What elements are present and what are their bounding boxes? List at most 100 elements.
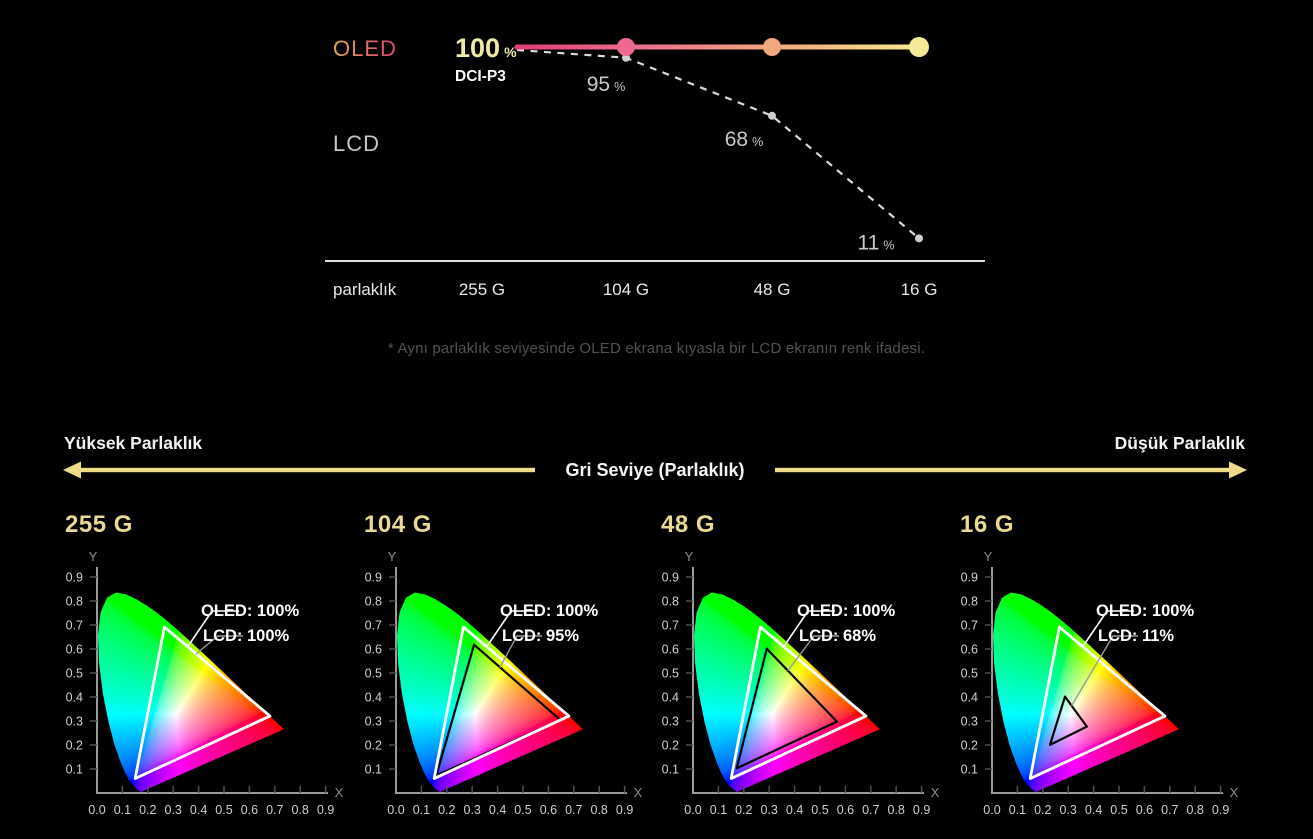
x-axis-letter: X: [634, 785, 643, 800]
y-tick-label: 0.7: [662, 619, 679, 633]
lcd-leader-line: [1070, 635, 1138, 707]
x-tick-label: 0.6: [1136, 803, 1153, 817]
oled-leader-line: [782, 610, 835, 648]
oled-annotation: OLED: 100%: [1096, 602, 1195, 620]
y-tick-label: 0.5: [961, 667, 978, 681]
x-tick-label: 0.9: [317, 803, 334, 817]
oled-annotation: OLED: 100%: [500, 602, 599, 620]
oled-data-point: [763, 38, 781, 56]
y-tick-label: 0.2: [662, 739, 679, 753]
oled-leader-line: [186, 610, 239, 648]
x-axis-letter: X: [931, 785, 940, 800]
lcd-annotation: LCD: 68%: [799, 627, 877, 645]
chart-title: 16 G: [960, 511, 1015, 538]
y-axis-letter: Y: [984, 549, 993, 564]
y-axis-letter: Y: [388, 549, 397, 564]
y-tick-label: 0.9: [365, 571, 382, 585]
x-tick-label: 0.3: [761, 803, 778, 817]
y-tick-label: 0.7: [365, 619, 382, 633]
x-tick-label: 0.9: [1212, 803, 1229, 817]
x-tick-label: 0.7: [266, 803, 283, 817]
y-tick-label: 0.3: [365, 715, 382, 729]
gray-level-tick-label: 16 G: [901, 280, 938, 299]
x-tick-label: 0.4: [1085, 803, 1102, 817]
lcd-annotation: LCD: 100%: [203, 627, 290, 645]
lcd-value-label: 95%: [587, 73, 625, 96]
y-tick-label: 0.6: [662, 643, 679, 657]
x-tick-label: 0.4: [190, 803, 207, 817]
gray-level-axis-band: Yüksek Parlaklık Düşük Parlaklık Gri Sev…: [0, 425, 1313, 487]
y-axis-letter: Y: [685, 549, 694, 564]
y-tick-label: 0.4: [662, 691, 679, 705]
x-tick-label: 0.9: [913, 803, 930, 817]
high-brightness-label: Yüksek Parlaklık: [64, 433, 203, 453]
cie-chart-48g: 48 G 0.0 0.1 0.2 0.3 0.4 0.5 0.6 0.7 0.8 0.9 0.1 0.…: [648, 505, 948, 835]
oled-annotation: OLED: 100%: [797, 602, 896, 620]
y-tick-label: 0.8: [365, 595, 382, 609]
x-tick-label: 0.5: [215, 803, 232, 817]
x-tick-label: 0.2: [438, 803, 455, 817]
chart-title: 104 G: [364, 511, 432, 538]
cie-chart-16g: 16 G 0.0 0.1 0.2 0.3 0.4 0.5 0.6 0.7 0.8 0.9 0.1 0.…: [947, 505, 1247, 835]
x-tick-label: 0.2: [735, 803, 752, 817]
oled-leader-line: [1081, 610, 1134, 648]
y-tick-label: 0.3: [662, 715, 679, 729]
y-tick-label: 0.5: [662, 667, 679, 681]
gray-level-label: Gri Seviye (Parlaklık): [565, 460, 745, 480]
x-tick-label: 0.3: [165, 803, 182, 817]
y-tick-label: 0.6: [66, 643, 83, 657]
lcd-dashed-line: [516, 48, 920, 240]
x-tick-label: 0.1: [413, 803, 430, 817]
cie-diagram-canvas: [97, 567, 331, 793]
x-tick-label: 0.5: [1110, 803, 1127, 817]
double-arrow-graphic: [63, 461, 1247, 479]
oled-annotation: OLED: 100%: [201, 602, 300, 620]
x-tick-label: 0.8: [888, 803, 905, 817]
x-axis-title: parlaklık: [333, 280, 397, 299]
x-tick-label: 0.6: [540, 803, 557, 817]
y-tick-label: 0.4: [66, 691, 83, 705]
oled-series-label: OLED: [333, 36, 397, 61]
lcd-value-label: 11%: [858, 231, 895, 254]
y-tick-label: 0.6: [365, 643, 382, 657]
x-tick-label: 0.7: [565, 803, 582, 817]
gray-level-tick-label: 104 G: [603, 280, 649, 299]
x-tick-label: 0.1: [710, 803, 727, 817]
x-tick-label: 0.0: [88, 803, 105, 817]
x-tick-label: 0.0: [387, 803, 404, 817]
cie-axes-overlay: 0.0 0.1 0.2 0.3 0.4 0.5 0.6 0.7 0.8 0.9 0.1 0.2 0.3 0…: [961, 549, 1239, 817]
y-tick-label: 0.9: [662, 571, 679, 585]
lcd-leader-line: [195, 635, 243, 655]
oled-data-point: [617, 38, 635, 56]
gray-level-tick-label: 48 G: [754, 280, 791, 299]
x-tick-label: 0.2: [139, 803, 156, 817]
y-tick-label: 0.8: [662, 595, 679, 609]
cie-diagram-canvas: [992, 567, 1226, 793]
x-tick-label: 0.8: [292, 803, 309, 817]
x-tick-label: 0.5: [514, 803, 531, 817]
cie-diagram-canvas: [396, 567, 630, 793]
chart-title: 48 G: [661, 511, 716, 538]
y-tick-label: 0.2: [961, 739, 978, 753]
cie-axes-overlay: 0.0 0.1 0.2 0.3 0.4 0.5 0.6 0.7 0.8 0.9 0.1 0.2 0.3 0…: [66, 549, 344, 817]
lcd-annotation: LCD: 95%: [502, 627, 580, 645]
lcd-data-point: [915, 234, 923, 243]
cie-chart-255g: 255 G 0.0 0.1 0.2 0.3 0.4 0.5 0.6 0.7 0.8 0.9 0.1 0…: [52, 505, 352, 835]
x-tick-label: 0.1: [114, 803, 131, 817]
y-tick-label: 0.1: [961, 763, 978, 777]
x-tick-label: 0.4: [786, 803, 803, 817]
x-axis-letter: X: [1230, 785, 1239, 800]
x-tick-label: 0.8: [591, 803, 608, 817]
y-tick-label: 0.9: [961, 571, 978, 585]
y-tick-label: 0.7: [961, 619, 978, 633]
x-tick-label: 0.5: [811, 803, 828, 817]
oled-value-label: 100%: [455, 33, 517, 63]
x-tick-label: 0.3: [464, 803, 481, 817]
y-tick-label: 0.8: [961, 595, 978, 609]
dcip3-coverage-line-chart: 95 % 68 % 11 % OLED LCD 100 % DCI-P3 parlaklık 255 G…: [325, 33, 985, 299]
lcd-value-label: 68%: [725, 128, 763, 151]
lcd-data-point: [768, 111, 776, 120]
oled-data-point: [909, 37, 929, 57]
y-tick-label: 0.1: [662, 763, 679, 777]
